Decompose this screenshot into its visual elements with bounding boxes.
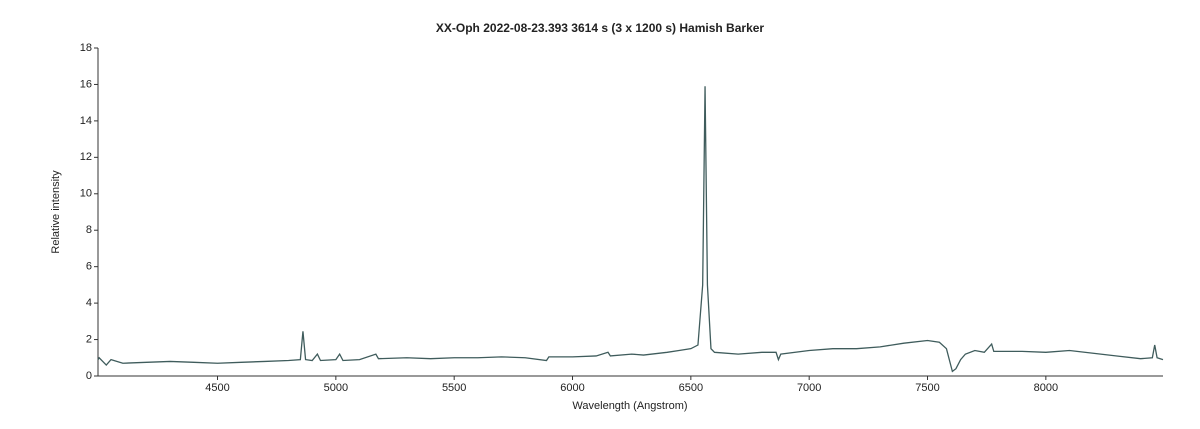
y-tick-label: 14 [80, 115, 92, 127]
x-tick-label: 5000 [324, 382, 348, 394]
y-tick-label: 6 [86, 261, 92, 273]
x-tick-label: 8000 [1034, 382, 1058, 394]
x-tick-label: 5500 [442, 382, 466, 394]
y-tick-label: 4 [86, 297, 92, 309]
x-tick-label: 7500 [915, 382, 939, 394]
y-tick-label: 18 [80, 42, 92, 54]
y-tick-label: 8 [86, 224, 92, 236]
y-tick-label: 12 [80, 151, 92, 163]
x-tick-label: 4500 [205, 382, 229, 394]
x-tick-label: 6500 [679, 382, 703, 394]
y-tick-label: 16 [80, 78, 92, 90]
y-axis-label: Relative intensity [50, 170, 62, 254]
spectrum-line [97, 86, 1164, 373]
x-axis-label: Wavelength (Angstrom) [572, 400, 687, 412]
x-tick-label: 7000 [797, 382, 821, 394]
x-tick-label: 6000 [560, 382, 584, 394]
y-tick-label: 10 [80, 188, 92, 200]
chart-title: XX-Oph 2022-08-23.393 3614 s (3 x 1200 s… [436, 21, 765, 35]
y-tick-label: 2 [86, 333, 92, 345]
y-tick-label: 0 [86, 370, 92, 382]
